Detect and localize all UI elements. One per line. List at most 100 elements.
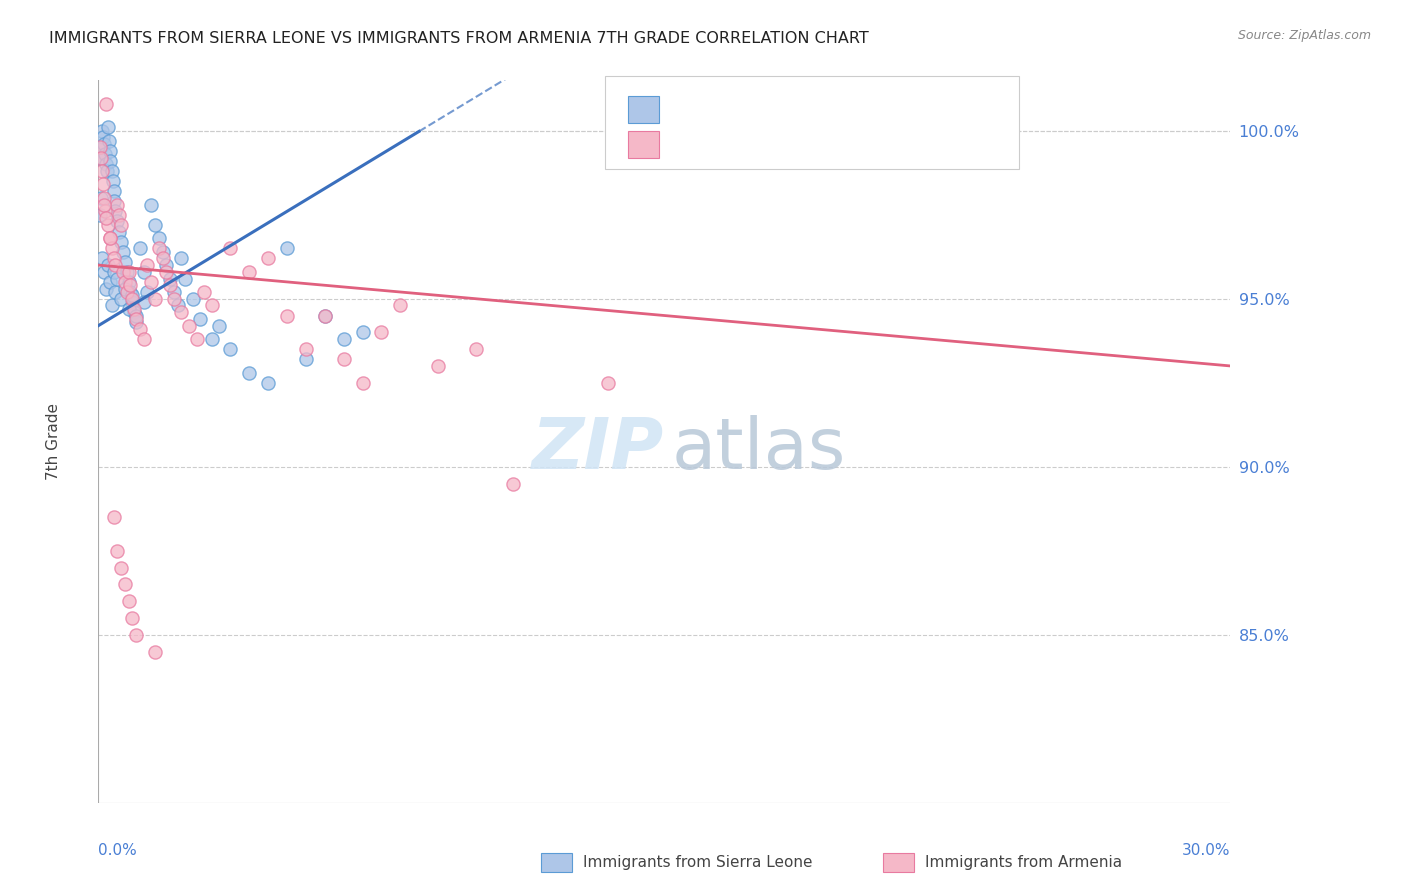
Point xyxy=(257,252,280,266)
Point xyxy=(177,318,200,333)
Point xyxy=(170,305,193,319)
Point xyxy=(94,211,117,225)
Point xyxy=(201,332,224,346)
Point xyxy=(91,252,114,266)
Point xyxy=(174,271,197,285)
Point xyxy=(370,326,392,340)
Point xyxy=(103,265,125,279)
Point xyxy=(94,147,117,161)
Point xyxy=(136,258,159,272)
Point xyxy=(295,342,318,356)
Point xyxy=(117,301,139,316)
Point xyxy=(163,292,186,306)
Point xyxy=(104,285,127,299)
Text: 0.0%: 0.0% xyxy=(98,843,138,858)
Point xyxy=(98,231,121,245)
Point xyxy=(115,265,138,279)
Point xyxy=(143,292,166,306)
Point xyxy=(89,208,111,222)
Point xyxy=(143,218,166,232)
Point xyxy=(108,208,131,222)
Point xyxy=(104,204,127,219)
Point xyxy=(141,275,163,289)
Point xyxy=(101,174,124,188)
Text: -0.130: -0.130 xyxy=(724,136,782,153)
Point xyxy=(193,285,215,299)
Text: Source: ZipAtlas.com: Source: ZipAtlas.com xyxy=(1237,29,1371,43)
Point xyxy=(163,285,186,299)
Text: R = -0.130   N = 63: R = -0.130 N = 63 xyxy=(673,136,851,153)
Point xyxy=(114,282,136,296)
Point xyxy=(103,184,125,198)
Point xyxy=(155,265,177,279)
Point xyxy=(120,278,142,293)
Point xyxy=(100,164,122,178)
Point xyxy=(276,241,298,255)
Text: atlas: atlas xyxy=(672,416,846,484)
Point xyxy=(136,285,159,299)
Point xyxy=(98,231,121,245)
Point xyxy=(219,241,242,255)
Point xyxy=(121,292,143,306)
Point xyxy=(91,178,114,192)
Point xyxy=(97,258,120,272)
Point xyxy=(96,164,118,178)
Point xyxy=(93,265,115,279)
Point xyxy=(93,191,115,205)
Point xyxy=(98,275,121,289)
Point xyxy=(186,332,208,346)
Point xyxy=(93,197,115,211)
Point xyxy=(159,271,181,285)
Point xyxy=(110,292,132,306)
Point xyxy=(132,295,155,310)
Point xyxy=(94,157,117,171)
Point xyxy=(132,332,155,346)
Point xyxy=(94,204,117,219)
Point xyxy=(464,342,486,356)
Point xyxy=(159,278,181,293)
Point xyxy=(170,252,193,266)
Point xyxy=(110,218,132,232)
Point xyxy=(94,282,117,296)
Point xyxy=(97,218,120,232)
Point xyxy=(219,342,242,356)
Point xyxy=(188,311,211,326)
Point xyxy=(121,288,143,302)
Point xyxy=(90,151,112,165)
Point xyxy=(110,560,132,574)
Point xyxy=(596,376,619,390)
Point xyxy=(100,153,122,168)
Point xyxy=(208,318,231,333)
Point xyxy=(120,285,142,299)
Text: 30.0%: 30.0% xyxy=(1182,843,1230,858)
Point xyxy=(117,265,139,279)
Point xyxy=(115,285,138,299)
Text: Immigrants from Armenia: Immigrants from Armenia xyxy=(925,855,1122,870)
Point xyxy=(155,258,177,272)
Point xyxy=(117,594,139,608)
Point xyxy=(125,309,148,323)
Point xyxy=(129,322,152,336)
Point xyxy=(108,225,131,239)
Point xyxy=(114,275,136,289)
Text: Immigrants from Sierra Leone: Immigrants from Sierra Leone xyxy=(583,855,813,870)
Point xyxy=(104,258,127,272)
Point xyxy=(148,231,170,245)
Point xyxy=(94,96,117,111)
Point xyxy=(166,298,188,312)
Point xyxy=(122,301,145,316)
Point xyxy=(389,298,412,312)
Point xyxy=(121,611,143,625)
Point xyxy=(100,241,122,255)
Point xyxy=(332,332,354,346)
Point xyxy=(201,298,224,312)
Point xyxy=(91,124,114,138)
Point xyxy=(332,352,354,367)
Point xyxy=(427,359,450,373)
Point xyxy=(111,244,134,259)
Point xyxy=(98,144,121,158)
Text: 7th Grade: 7th Grade xyxy=(45,403,60,480)
Point xyxy=(90,140,112,154)
Point xyxy=(352,376,374,390)
Point xyxy=(121,295,143,310)
